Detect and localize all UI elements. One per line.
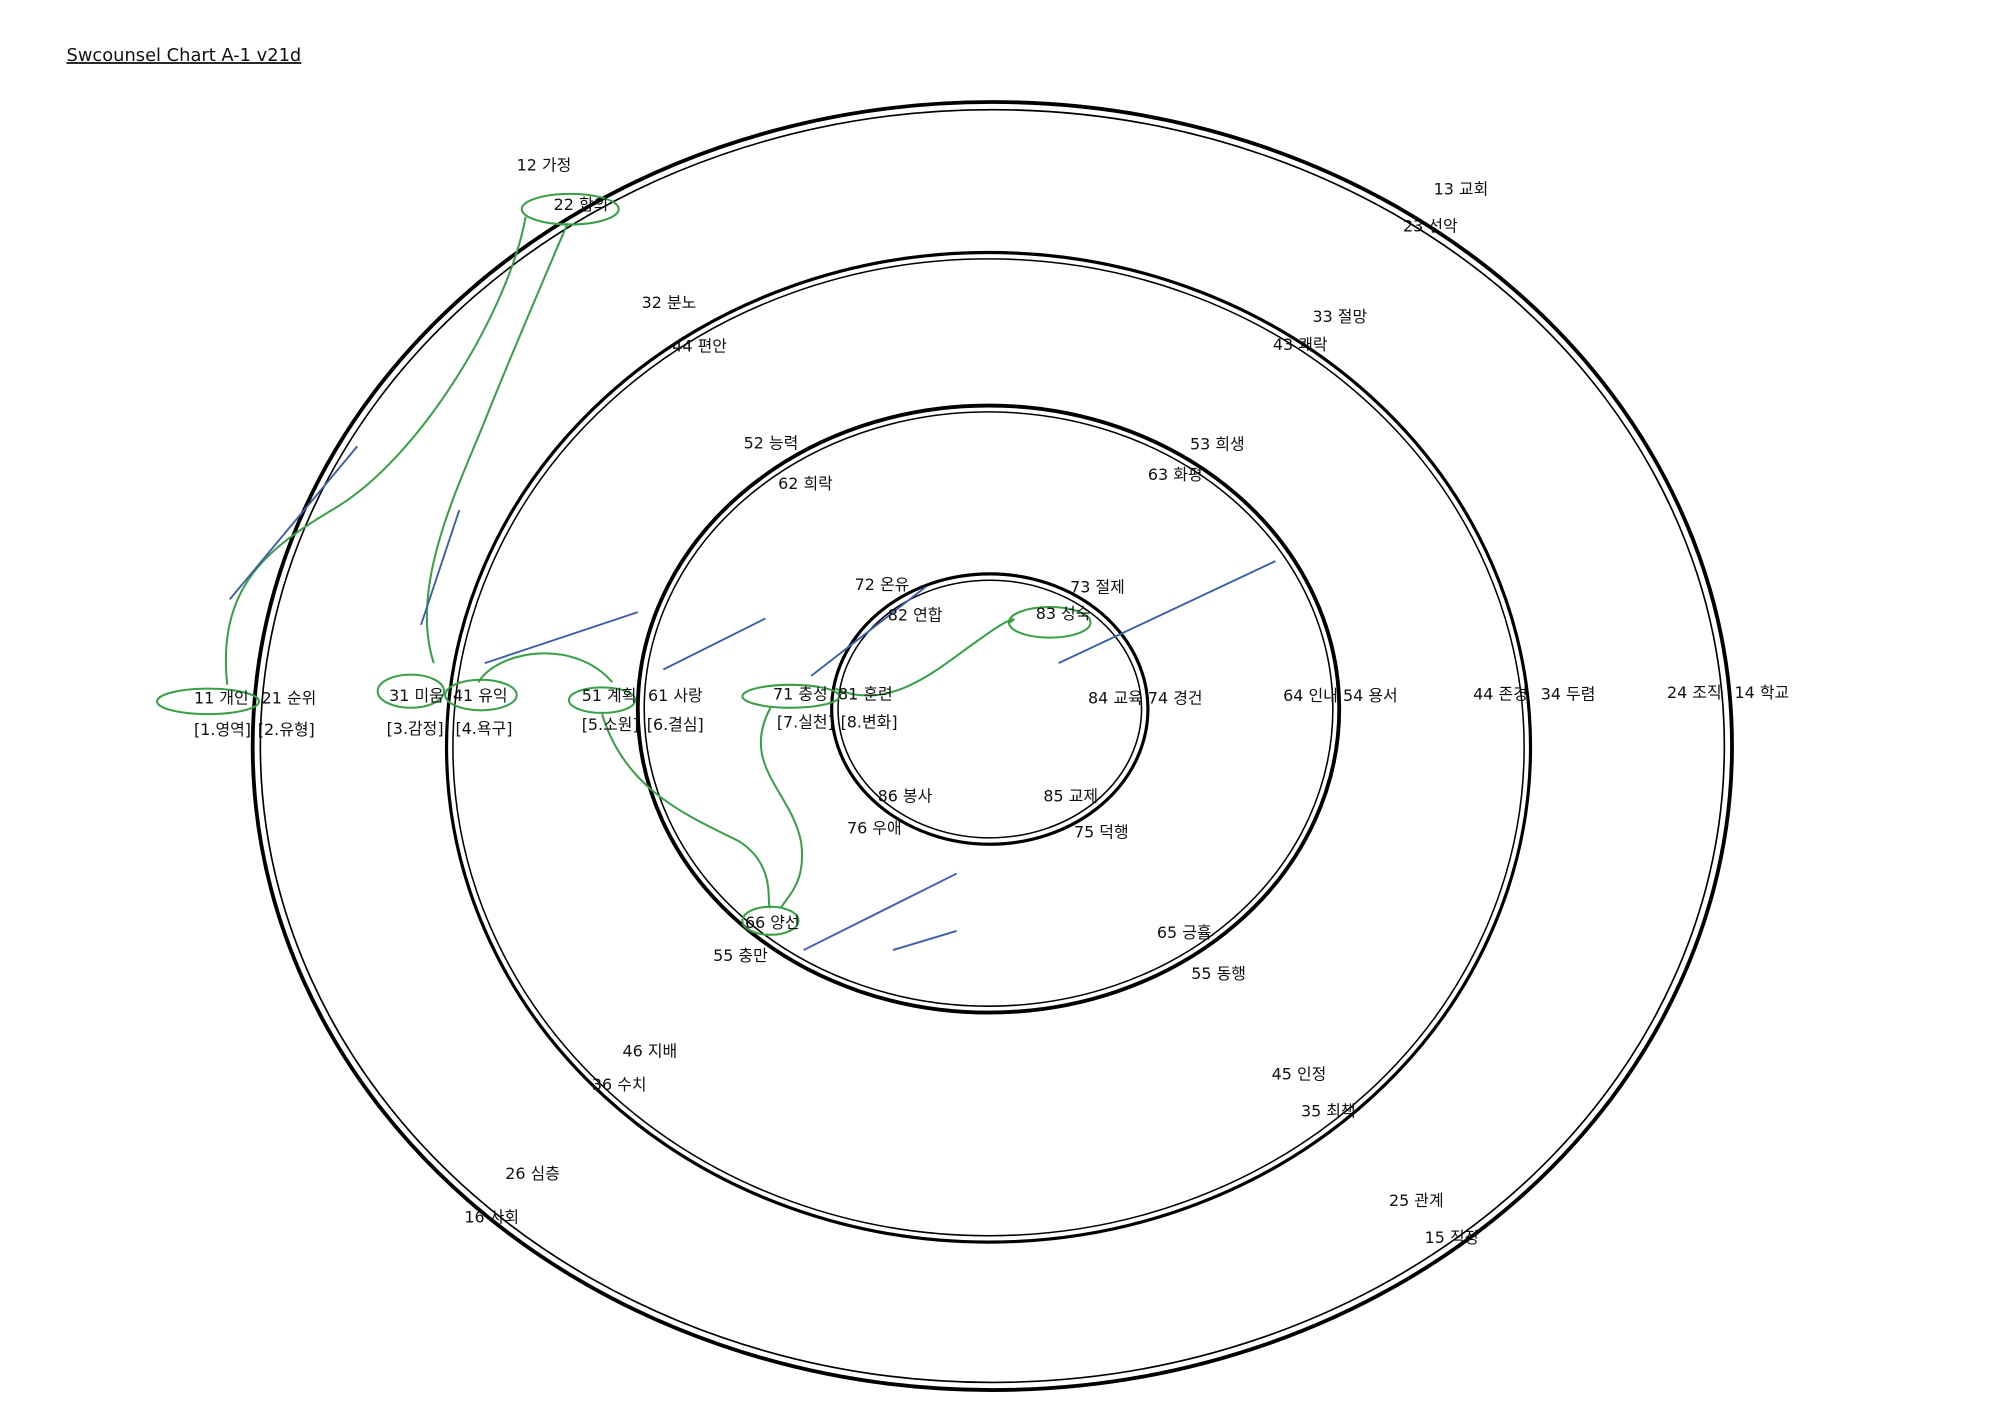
annotations	[156, 192, 1276, 951]
node-label: 34 두렴	[1541, 685, 1596, 704]
node-label: 81 훈련	[838, 685, 893, 704]
node-label: 31 미움	[389, 686, 444, 705]
node-label: 72 온유	[855, 575, 910, 594]
node-label: 53 희생	[1190, 435, 1245, 454]
node-label: 46 지배	[623, 1042, 678, 1061]
node-label: [3.감정]	[387, 719, 444, 738]
node-label: 82 연합	[888, 605, 943, 624]
node-label: 32 분노	[642, 293, 697, 312]
title: Swcounsel Chart A-1 v21d	[67, 45, 302, 66]
node-label: 15 직장	[1425, 1228, 1480, 1247]
node-label: 45 인정	[1272, 1065, 1327, 1084]
node-label: [6.결심]	[647, 715, 704, 734]
node-label: [8.변화]	[841, 713, 898, 732]
node-label: 83 성숙	[1036, 604, 1091, 623]
node-label: 61 사랑	[648, 686, 703, 705]
node-label: 76 우애	[847, 818, 902, 837]
node-label: 14 학교	[1735, 683, 1790, 702]
node-label: 24 조직	[1667, 683, 1722, 702]
node-label: 12 가정	[517, 155, 572, 174]
node-label: [4.욕구]	[455, 719, 512, 738]
node-label: 44 편안	[672, 336, 727, 355]
node-label: 54 용서	[1343, 686, 1398, 705]
node-label: 41 유익	[453, 686, 508, 705]
node-label: 86 봉사	[878, 787, 933, 806]
node-label: 22 합의	[554, 195, 609, 214]
node-label: 74 경건	[1148, 688, 1203, 707]
node-label: 26 심층	[505, 1164, 560, 1183]
node-label: 13 교회	[1434, 180, 1489, 199]
node-label: 36 수치	[592, 1075, 647, 1094]
node-label: 85 교제	[1043, 787, 1098, 806]
node-label: 64 인내	[1283, 686, 1338, 705]
node-label: 43 쾌락	[1273, 335, 1328, 354]
node-label: [7.실천]	[777, 713, 834, 732]
node-label: 16 사회	[464, 1207, 519, 1226]
node-label: 35 최책	[1301, 1102, 1356, 1121]
node-label: 11 개인	[194, 688, 249, 707]
node-label: 63 화평	[1148, 465, 1203, 484]
node-label: 65 긍휼	[1157, 923, 1212, 942]
node-label: 21 순위	[262, 688, 317, 707]
node-label: 62 희락	[778, 474, 833, 493]
node-label: 33 절망	[1312, 307, 1367, 326]
node-label: 73 절제	[1070, 577, 1125, 596]
node-label: 75 덕행	[1074, 822, 1129, 841]
node-label: 23 선악	[1403, 216, 1458, 235]
node-label: 55 동행	[1191, 964, 1246, 983]
node-label: 66 양선	[745, 913, 800, 932]
node-label: [2.유형]	[258, 720, 315, 739]
node-label: 44 존경	[1473, 685, 1528, 704]
node-label: 84 교육	[1088, 688, 1143, 707]
node-label: [5.소원]	[582, 715, 639, 734]
labels: 12 가정 22 합의 13 교회 23 선악 32 분노 44 편안 33 절망 43 쾌락…	[194, 155, 1789, 1247]
node-label: 71 충성	[773, 685, 828, 704]
node-label: [1.영역]	[194, 720, 251, 739]
node-label: 55 충만	[713, 946, 768, 965]
node-label: 51 계획	[582, 686, 637, 705]
node-label: 25 관계	[1389, 1191, 1444, 1210]
node-label: 52 능력	[744, 433, 799, 452]
rings	[250, 100, 1734, 1392]
